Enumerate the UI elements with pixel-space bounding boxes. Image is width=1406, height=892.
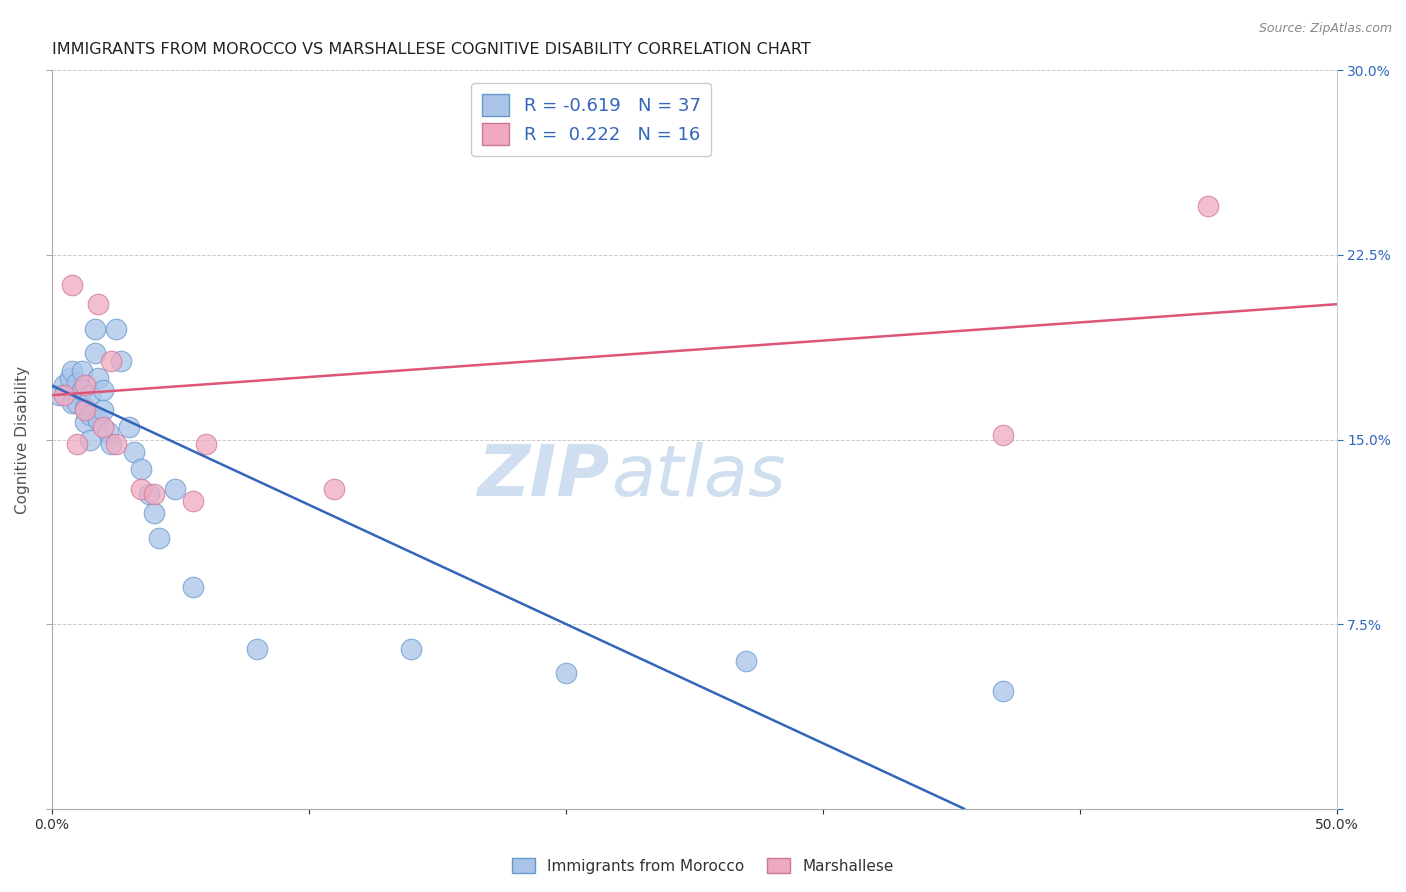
Point (72, 384, 94, 398)
Point (79, 408, 101, 422)
Point (73, 403, 96, 417)
Point (66, 437, 89, 451)
Point (73, 378, 96, 392)
Point (734, 654, 756, 668)
Point (246, 641, 269, 656)
Text: Source: ZipAtlas.com: Source: ZipAtlas.com (1258, 22, 1392, 36)
Point (48, 388, 70, 402)
Point (991, 683, 1014, 698)
Y-axis label: Cognitive Disability: Cognitive Disability (15, 366, 30, 514)
Point (97, 425, 120, 439)
Point (60, 395, 83, 409)
Point (66, 376, 89, 390)
Text: atlas: atlas (610, 442, 785, 511)
Point (323, 482, 346, 496)
Point (554, 666, 576, 681)
Point (100, 437, 122, 451)
Point (60, 277, 83, 292)
Point (60, 364, 83, 378)
Point (87, 297, 110, 311)
Point (53, 378, 76, 392)
Point (194, 437, 217, 451)
Point (181, 580, 204, 594)
Point (104, 322, 127, 336)
Text: IMMIGRANTS FROM MOROCCO VS MARSHALLESE COGNITIVE DISABILITY CORRELATION CHART: IMMIGRANTS FROM MOROCCO VS MARSHALLESE C… (52, 42, 810, 57)
Point (79, 388, 101, 402)
Point (53, 388, 76, 402)
Legend: Immigrants from Morocco, Marshallese: Immigrants from Morocco, Marshallese (506, 852, 900, 880)
Point (181, 494, 204, 508)
Point (1197, 199, 1219, 213)
Point (122, 445, 145, 459)
Point (401, 641, 423, 656)
Point (163, 482, 186, 496)
Point (117, 420, 139, 434)
Point (131, 482, 153, 496)
Legend: R = -0.619   N = 37, R =  0.222   N = 16: R = -0.619 N = 37, R = 0.222 N = 16 (471, 83, 711, 156)
Point (91, 384, 114, 398)
Point (79, 433, 101, 447)
Point (104, 437, 127, 451)
Point (73, 415, 96, 429)
Point (100, 353, 122, 368)
Point (84, 346, 107, 360)
Point (131, 462, 153, 476)
Point (143, 486, 166, 500)
Text: ZIP: ZIP (478, 442, 610, 511)
Point (58, 371, 80, 385)
Point (66, 395, 89, 409)
Point (72, 364, 94, 378)
Point (84, 322, 107, 336)
Point (138, 486, 160, 500)
Point (991, 427, 1014, 442)
Point (73, 401, 96, 415)
Point (143, 507, 166, 521)
Point (91, 420, 114, 434)
Point (87, 413, 110, 427)
Point (87, 371, 110, 385)
Point (91, 403, 114, 417)
Point (148, 531, 170, 545)
Point (110, 353, 132, 368)
